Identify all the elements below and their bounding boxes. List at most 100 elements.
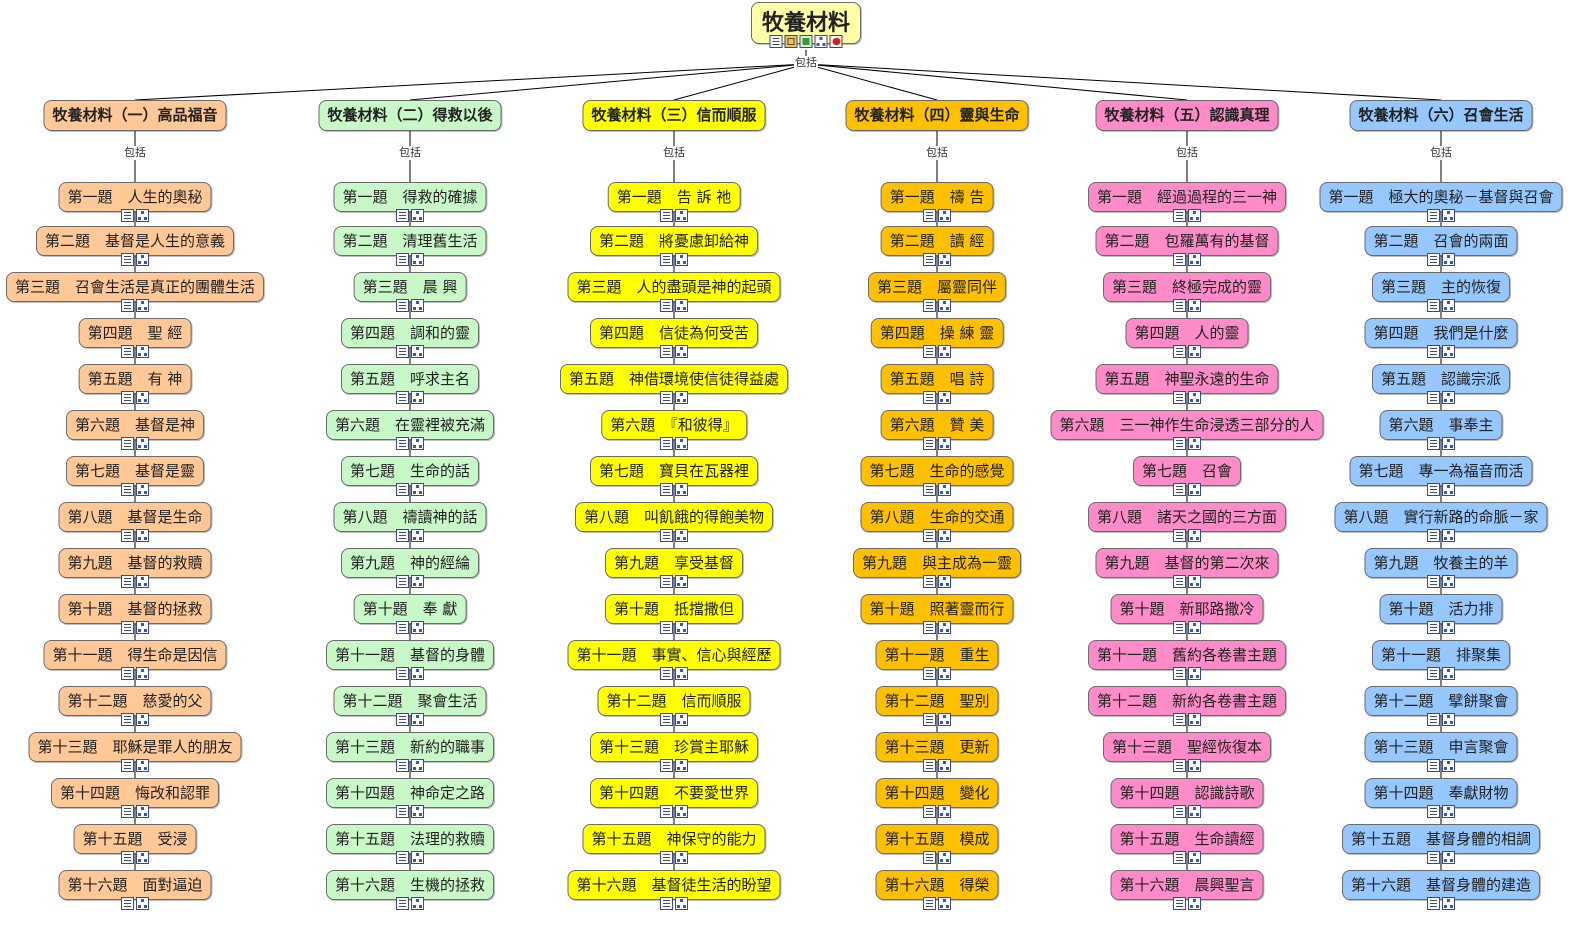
topic-node[interactable]: 第九題 與主成為一靈 (852, 548, 1022, 578)
tree-icon[interactable] (1442, 529, 1455, 542)
tree-icon[interactable] (136, 391, 149, 404)
topic-node[interactable]: 第一題 禱 告 (880, 182, 994, 212)
tree-icon[interactable] (136, 667, 149, 680)
tree-icon[interactable] (675, 805, 688, 818)
topic-node[interactable]: 第九題 基督的第二次來 (1095, 548, 1279, 578)
tree-icon[interactable] (675, 667, 688, 680)
topic-node[interactable]: 第六題 在靈裡被充滿 (325, 410, 495, 440)
tree-icon[interactable] (938, 529, 951, 542)
tree-icon[interactable] (1442, 621, 1455, 634)
topic-node[interactable]: 第六題 事奉主 (1379, 410, 1503, 440)
tree-icon[interactable] (675, 759, 688, 772)
tree-icon[interactable] (1188, 391, 1201, 404)
doc-icon[interactable] (396, 621, 409, 634)
tree-icon[interactable] (1188, 299, 1201, 312)
doc-icon[interactable] (923, 483, 936, 496)
doc-icon[interactable] (660, 897, 673, 910)
topic-node[interactable]: 第一題 告 訴 祂 (607, 182, 741, 212)
doc-icon[interactable] (1427, 345, 1440, 358)
topic-node[interactable]: 第四題 我們是什麼 (1364, 318, 1518, 348)
doc-icon[interactable] (660, 253, 673, 266)
topic-node[interactable]: 第十二題 聖別 (875, 686, 999, 716)
topic-node[interactable]: 第七題 生命的話 (340, 456, 480, 486)
doc-icon[interactable] (1427, 621, 1440, 634)
topic-node[interactable]: 第十一題 基督的身體 (325, 640, 495, 670)
doc-icon[interactable] (1427, 483, 1440, 496)
tree-icon[interactable] (675, 391, 688, 404)
topic-node[interactable]: 第七題 基督是靈 (65, 456, 205, 486)
tree-icon[interactable] (675, 713, 688, 726)
doc-icon[interactable] (1173, 805, 1186, 818)
tree-icon[interactable] (1442, 805, 1455, 818)
topic-node[interactable]: 第一題 極大的奧秘－基督與召會 (1319, 182, 1563, 212)
topic-node[interactable]: 第十六題 面對逼迫 (58, 870, 212, 900)
doc-icon[interactable] (1427, 437, 1440, 450)
doc-icon[interactable] (396, 209, 409, 222)
doc-icon[interactable] (1427, 253, 1440, 266)
topic-node[interactable]: 第十二題 慈愛的父 (58, 686, 212, 716)
topic-node[interactable]: 第七題 寶貝在瓦器裡 (589, 456, 759, 486)
tree-icon[interactable] (1442, 253, 1455, 266)
tree-icon[interactable] (1188, 575, 1201, 588)
tree-icon[interactable] (411, 345, 424, 358)
topic-node[interactable]: 第一題 經過過程的三一神 (1087, 182, 1287, 212)
tree-icon[interactable] (1188, 851, 1201, 864)
doc-icon[interactable] (1173, 345, 1186, 358)
topic-node[interactable]: 第十五題 神保守的能力 (582, 824, 766, 854)
topic-node[interactable]: 第六題 『和彼得』 (601, 410, 747, 440)
doc-icon[interactable] (396, 759, 409, 772)
topic-node[interactable]: 第九題 享受基督 (604, 548, 744, 578)
doc-icon[interactable] (1173, 437, 1186, 450)
tree-icon[interactable] (675, 529, 688, 542)
tree-icon[interactable] (675, 253, 688, 266)
doc-icon[interactable] (396, 391, 409, 404)
doc-icon[interactable] (923, 391, 936, 404)
doc-icon[interactable] (923, 713, 936, 726)
topic-node[interactable]: 第十二題 新約各卷書主題 (1087, 686, 1287, 716)
tree-icon[interactable] (411, 851, 424, 864)
topic-node[interactable]: 第十題 活力排 (1379, 594, 1503, 624)
topic-node[interactable]: 第十五題 受浸 (73, 824, 197, 854)
doc-icon[interactable] (396, 253, 409, 266)
tree-icon[interactable] (1188, 897, 1201, 910)
topic-node[interactable]: 第八題 生命的交通 (860, 502, 1014, 532)
topic-node[interactable]: 第十一題 事實、信心與經歷 (567, 640, 781, 670)
topic-node[interactable]: 第四題 調和的靈 (340, 318, 480, 348)
topic-node[interactable]: 第六題 三一神作生命浸透三部分的人 (1050, 410, 1324, 440)
doc-icon[interactable] (121, 529, 134, 542)
topic-node[interactable]: 第六題 贊 美 (880, 410, 994, 440)
topic-node[interactable]: 第十題 照著靈而行 (860, 594, 1014, 624)
tree-icon[interactable] (814, 35, 828, 48)
topic-node[interactable]: 第十四題 奉獻財物 (1364, 778, 1518, 808)
tree-icon[interactable] (136, 805, 149, 818)
tree-icon[interactable] (675, 897, 688, 910)
topic-node[interactable]: 第四題 聖 經 (78, 318, 192, 348)
tree-icon[interactable] (1442, 575, 1455, 588)
topic-node[interactable]: 第三題 人的盡頭是神的起頭 (567, 272, 781, 302)
tree-icon[interactable] (136, 529, 149, 542)
topic-node[interactable]: 第十三題 耶穌是罪人的朋友 (28, 732, 242, 762)
tree-icon[interactable] (675, 437, 688, 450)
doc-icon[interactable] (923, 851, 936, 864)
tree-icon[interactable] (411, 391, 424, 404)
doc-icon[interactable] (660, 299, 673, 312)
topic-node[interactable]: 第五題 神聖永遠的生命 (1095, 364, 1279, 394)
tree-icon[interactable] (411, 299, 424, 312)
topic-node[interactable]: 第八題 諸天之國的三方面 (1087, 502, 1287, 532)
doc-icon[interactable] (660, 529, 673, 542)
doc-icon[interactable] (1427, 851, 1440, 864)
topic-node[interactable]: 第十三題 新約的職事 (325, 732, 495, 762)
topic-node[interactable]: 第十四題 認識詩歌 (1110, 778, 1264, 808)
tree-icon[interactable] (938, 437, 951, 450)
tree-icon[interactable] (675, 621, 688, 634)
tree-icon[interactable] (938, 805, 951, 818)
doc-icon[interactable] (660, 575, 673, 588)
topic-node[interactable]: 第十三題 珍賞主耶穌 (589, 732, 759, 762)
topic-node[interactable]: 第十題 抵擋撒但 (604, 594, 744, 624)
topic-node[interactable]: 第七題 專一為福音而活 (1349, 456, 1533, 486)
tree-icon[interactable] (1188, 437, 1201, 450)
topic-node[interactable]: 第四題 操 練 靈 (870, 318, 1004, 348)
topic-node[interactable]: 第十五題 基督身體的相調 (1341, 824, 1541, 854)
tree-icon[interactable] (1442, 345, 1455, 358)
tree-icon[interactable] (136, 209, 149, 222)
